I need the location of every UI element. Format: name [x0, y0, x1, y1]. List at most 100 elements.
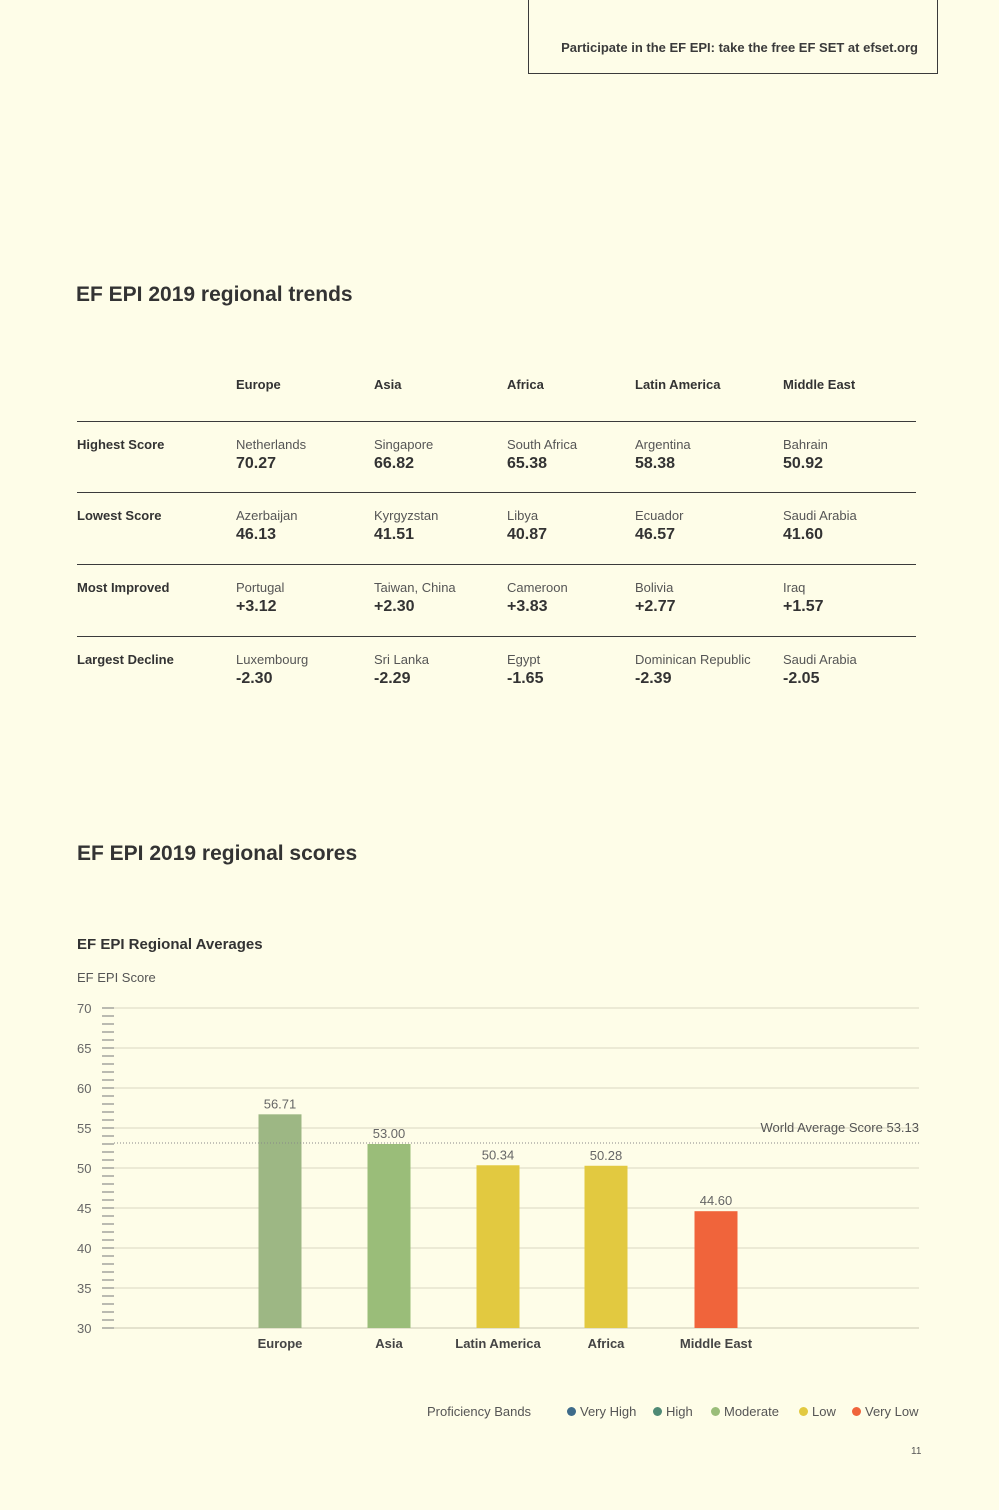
country-name: Ecuador — [635, 508, 684, 523]
table-cell: Taiwan, China +2.30 — [374, 580, 456, 618]
country-name: Bolivia — [635, 580, 674, 595]
country-name: Singapore — [374, 437, 434, 452]
country-name: Egypt — [507, 652, 541, 667]
legend-dot-icon — [852, 1407, 861, 1416]
page-number: 11 — [911, 1446, 922, 1457]
row-divider — [77, 564, 916, 565]
legend-item-low: Low — [799, 1404, 836, 1419]
country-name: Saudi Arabia — [783, 508, 857, 523]
row-divider — [77, 492, 916, 493]
country-name: Kyrgyzstan — [374, 508, 439, 523]
y-tick-label: 40 — [77, 1241, 91, 1256]
y-tick-label: 45 — [77, 1201, 91, 1216]
table-cell: Singapore 66.82 — [374, 437, 433, 475]
score-value: -2.30 — [236, 670, 273, 687]
legend-dot-icon — [653, 1407, 662, 1416]
score-value: +3.83 — [507, 598, 548, 615]
score-value: 66.82 — [374, 455, 415, 472]
country-name: South Africa — [507, 437, 578, 452]
row-label: Largest Decline — [77, 652, 174, 667]
bar-africa — [584, 1165, 628, 1328]
country-name: Bahrain — [783, 437, 828, 452]
table-cell: Kyrgyzstan 41.51 — [374, 508, 438, 546]
bar-value-label: 50.34 — [482, 1147, 515, 1162]
legend-label: Very Low — [865, 1404, 919, 1419]
score-value: 70.27 — [236, 455, 277, 472]
score-value: 65.38 — [507, 455, 548, 472]
table-cell: Bolivia +2.77 — [635, 580, 675, 618]
y-tick-label: 30 — [77, 1321, 91, 1336]
score-value: -2.39 — [635, 670, 672, 687]
efset-promo-text: Participate in the EF EPI: take the free… — [561, 40, 918, 55]
x-category-label: Africa — [588, 1336, 626, 1351]
legend-label: Very High — [580, 1404, 637, 1419]
country-name: Cameroon — [507, 580, 568, 595]
regional-trends-heading: EF EPI 2019 regional trends — [76, 283, 353, 306]
table-cell: Saudi Arabia -2.05 — [783, 652, 857, 690]
row-label: Lowest Score — [77, 508, 162, 523]
bar-value-label: 50.28 — [590, 1148, 623, 1163]
table-cell: Azerbaijan 46.13 — [236, 508, 297, 546]
country-name: Taiwan, China — [374, 580, 456, 595]
bar-asia — [367, 1144, 411, 1328]
legend-label: Low — [812, 1404, 836, 1419]
x-category-label: Europe — [258, 1336, 303, 1351]
score-value: +2.77 — [635, 598, 676, 615]
legend-title: Proficiency Bands — [427, 1404, 532, 1419]
regional-averages-chart: 30 35 40 45 50 55 60 65 70 56.71 Europe 53.00 Asia 50… — [77, 1001, 919, 1351]
score-value: +2.30 — [374, 598, 415, 615]
score-value: -1.65 — [507, 670, 544, 687]
bar-middle-east — [694, 1211, 738, 1328]
table-cell: Libya 40.87 — [507, 508, 547, 546]
score-value: -2.29 — [374, 670, 411, 687]
country-name: Saudi Arabia — [783, 652, 857, 667]
y-tick-label: 70 — [77, 1001, 91, 1016]
row-label: Highest Score — [77, 437, 165, 452]
table-cell: Portugal +3.12 — [236, 580, 284, 618]
score-value: 41.51 — [374, 526, 415, 543]
row-divider — [77, 636, 916, 637]
score-value: 58.38 — [635, 455, 676, 472]
bar-europe — [258, 1114, 302, 1328]
legend-item-moderate: Moderate — [711, 1404, 779, 1419]
column-header-middle-east: Middle East — [783, 377, 856, 392]
bar-value-label: 44.60 — [700, 1193, 733, 1208]
legend-dot-icon — [567, 1407, 576, 1416]
x-category-label: Middle East — [680, 1336, 753, 1351]
x-category-label: Asia — [375, 1336, 403, 1351]
legend-item-very-low: Very Low — [852, 1404, 918, 1419]
legend-dot-icon — [711, 1407, 720, 1416]
country-name: Argentina — [635, 437, 691, 452]
y-axis-title: EF EPI Score — [77, 970, 156, 985]
legend-item-high: High — [653, 1404, 693, 1419]
table-cell: Netherlands 70.27 — [236, 437, 306, 475]
y-tick-label: 55 — [77, 1121, 91, 1136]
legend-label: Moderate — [724, 1404, 779, 1419]
score-value: 41.60 — [783, 526, 824, 543]
column-header-latin-america: Latin America — [635, 377, 721, 392]
table-cell: Bahrain 50.92 — [783, 437, 828, 475]
table-cell: Ecuador 46.57 — [635, 508, 683, 546]
score-value: 50.92 — [783, 455, 824, 472]
legend-item-very-high: Very High — [567, 1404, 636, 1419]
country-name: Iraq — [783, 580, 806, 595]
bar-value-label: 56.71 — [264, 1096, 297, 1111]
country-name: Libya — [507, 508, 539, 523]
table-cell: Cameroon +3.83 — [507, 580, 568, 618]
column-header-europe: Europe — [236, 377, 281, 392]
country-name: Luxembourg — [236, 652, 309, 667]
table-cell: South Africa 65.38 — [507, 437, 577, 475]
efset-promo-box: Participate in the EF EPI: take the free… — [528, 0, 938, 74]
regional-scores-heading: EF EPI 2019 regional scores — [77, 842, 358, 865]
legend-dot-icon — [799, 1407, 808, 1416]
table-cell: Iraq +1.57 — [783, 580, 823, 618]
y-tick-label: 60 — [77, 1081, 91, 1096]
row-divider — [77, 421, 916, 422]
bar-latin-america — [476, 1165, 520, 1328]
table-cell: Dominican Republic -2.39 — [635, 652, 751, 690]
country-name: Azerbaijan — [236, 508, 298, 523]
score-value: 46.57 — [635, 526, 676, 543]
country-name: Netherlands — [236, 437, 307, 452]
score-value: 40.87 — [507, 526, 548, 543]
x-category-label: Latin America — [455, 1336, 541, 1351]
